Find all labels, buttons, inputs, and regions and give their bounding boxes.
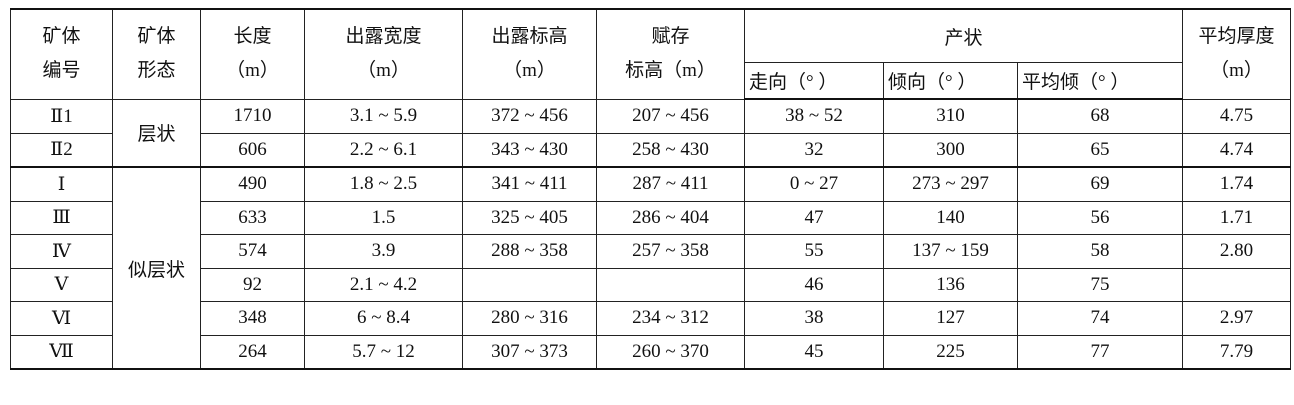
cell-outcrop-width: 1.5 <box>304 200 463 235</box>
table-row: Ⅲ 633 1.5 325 ~ 405 286 ~ 404 47 140 56 1.71 <box>10 200 1291 235</box>
cell-id: Ⅱ1 <box>10 98 113 134</box>
cell-outcrop-elev: 325 ~ 405 <box>462 200 597 235</box>
cell-avg-dip: 68 <box>1017 98 1183 134</box>
cell-outcrop-width: 5.7 ~ 12 <box>304 334 463 370</box>
cell-avg-dip: 69 <box>1017 166 1183 202</box>
cell-dip-dir: 273 ~ 297 <box>883 166 1018 202</box>
cell-outcrop-elev <box>462 267 597 302</box>
header-attitude: 产状 <box>744 8 1183 63</box>
cell-occurrence-elev <box>596 267 745 302</box>
header-occurrence-elev: 赋存 标高（m） <box>596 8 745 100</box>
cell-occurrence-elev: 286 ~ 404 <box>596 200 745 235</box>
cell-id: Ⅴ <box>10 267 113 302</box>
header-outcrop-elev: 出露标高 （m） <box>462 8 597 100</box>
cell-strike: 38 <box>744 301 884 336</box>
header-dip-direction: 倾向（° ） <box>883 62 1018 100</box>
cell-outcrop-elev: 288 ~ 358 <box>462 234 597 269</box>
cell-thickness: 2.97 <box>1182 301 1291 336</box>
cell-strike: 55 <box>744 234 884 269</box>
cell-id: Ⅲ <box>10 200 113 235</box>
header-id: 矿体 编号 <box>10 8 113 100</box>
header-length: 长度 （m） <box>200 8 305 100</box>
cell-dip-dir: 136 <box>883 267 1018 302</box>
cell-occurrence-elev: 257 ~ 358 <box>596 234 745 269</box>
cell-strike: 38 ~ 52 <box>744 98 884 134</box>
cell-form: 层状 <box>112 98 201 168</box>
header-form: 矿体 形态 <box>112 8 201 100</box>
orebody-table: 矿体 编号 矿体 形态 长度 （m） 出露宽度 （m） 出露标高 （m） 赋存 标高（m） … <box>10 8 1291 370</box>
cell-thickness: 4.75 <box>1182 98 1291 134</box>
cell-thickness: 4.74 <box>1182 132 1291 168</box>
cell-dip-dir: 225 <box>883 334 1018 370</box>
table-row: Ⅴ 92 2.1 ~ 4.2 46 136 75 <box>10 267 1291 302</box>
cell-strike: 46 <box>744 267 884 302</box>
cell-thickness <box>1182 267 1291 302</box>
cell-dip-dir: 137 ~ 159 <box>883 234 1018 269</box>
header-thickness: 平均厚度 （m） <box>1182 8 1291 100</box>
cell-occurrence-elev: 258 ~ 430 <box>596 132 745 168</box>
cell-id: Ⅰ <box>10 166 113 202</box>
cell-avg-dip: 56 <box>1017 200 1183 235</box>
cell-outcrop-width: 1.8 ~ 2.5 <box>304 166 463 202</box>
table-row: Ⅱ1 层状 1710 3.1 ~ 5.9 372 ~ 456 207 ~ 456 38 ~ … <box>10 98 1291 168</box>
cell-occurrence-elev: 260 ~ 370 <box>596 334 745 370</box>
cell-outcrop-elev: 372 ~ 456 <box>462 98 597 134</box>
header-avg-dip: 平均倾（° ） <box>1017 62 1183 100</box>
cell-form: 似层状 <box>112 166 201 370</box>
cell-thickness: 1.74 <box>1182 166 1291 202</box>
cell-strike: 45 <box>744 334 884 370</box>
cell-outcrop-width: 3.9 <box>304 234 463 269</box>
cell-occurrence-elev: 207 ~ 456 <box>596 98 745 134</box>
cell-avg-dip: 58 <box>1017 234 1183 269</box>
table-row: Ⅰ 似层状 490 1.8 ~ 2.5 341 ~ 411 287 ~ 411 0 ~ 27… <box>10 166 1291 370</box>
cell-avg-dip: 75 <box>1017 267 1183 302</box>
cell-thickness: 2.80 <box>1182 234 1291 269</box>
cell-dip-dir: 127 <box>883 301 1018 336</box>
cell-outcrop-elev: 343 ~ 430 <box>462 132 597 168</box>
cell-length: 92 <box>200 267 305 302</box>
cell-dip-dir: 310 <box>883 98 1018 134</box>
table-row: Ⅵ 348 6 ~ 8.4 280 ~ 316 234 ~ 312 38 127 74 2.97 <box>10 301 1291 336</box>
cell-occurrence-elev: 234 ~ 312 <box>596 301 745 336</box>
cell-thickness: 1.71 <box>1182 200 1291 235</box>
table-row: Ⅶ 264 5.7 ~ 12 307 ~ 373 260 ~ 370 45 225 77 7.7… <box>10 334 1291 370</box>
cell-occurrence-elev: 287 ~ 411 <box>596 166 745 202</box>
cell-avg-dip: 77 <box>1017 334 1183 370</box>
cell-length: 348 <box>200 301 305 336</box>
cell-outcrop-width: 6 ~ 8.4 <box>304 301 463 336</box>
cell-strike: 47 <box>744 200 884 235</box>
cell-strike: 32 <box>744 132 884 168</box>
cell-length: 264 <box>200 334 305 370</box>
cell-thickness: 7.79 <box>1182 334 1291 370</box>
cell-outcrop-elev: 307 ~ 373 <box>462 334 597 370</box>
table-row: Ⅳ 574 3.9 288 ~ 358 257 ~ 358 55 137 ~ 159 58 2.… <box>10 234 1291 269</box>
cell-dip-dir: 300 <box>883 132 1018 168</box>
header-outcrop-width: 出露宽度 （m） <box>304 8 463 100</box>
cell-outcrop-width: 3.1 ~ 5.9 <box>304 98 463 134</box>
cell-id: Ⅱ2 <box>10 132 113 168</box>
cell-length: 606 <box>200 132 305 168</box>
header-strike: 走向（° ） <box>744 62 884 100</box>
cell-length: 633 <box>200 200 305 235</box>
cell-id: Ⅳ <box>10 234 113 269</box>
table-row: Ⅱ2 606 2.2 ~ 6.1 343 ~ 430 258 ~ 430 32 300 65 4… <box>10 132 1291 168</box>
cell-avg-dip: 74 <box>1017 301 1183 336</box>
cell-outcrop-width: 2.1 ~ 4.2 <box>304 267 463 302</box>
cell-length: 1710 <box>200 98 305 134</box>
cell-outcrop-elev: 341 ~ 411 <box>462 166 597 202</box>
cell-strike: 0 ~ 27 <box>744 166 884 202</box>
cell-length: 490 <box>200 166 305 202</box>
cell-outcrop-elev: 280 ~ 316 <box>462 301 597 336</box>
cell-length: 574 <box>200 234 305 269</box>
cell-avg-dip: 65 <box>1017 132 1183 168</box>
cell-id: Ⅶ <box>10 334 113 370</box>
cell-outcrop-width: 2.2 ~ 6.1 <box>304 132 463 168</box>
cell-id: Ⅵ <box>10 301 113 336</box>
cell-dip-dir: 140 <box>883 200 1018 235</box>
